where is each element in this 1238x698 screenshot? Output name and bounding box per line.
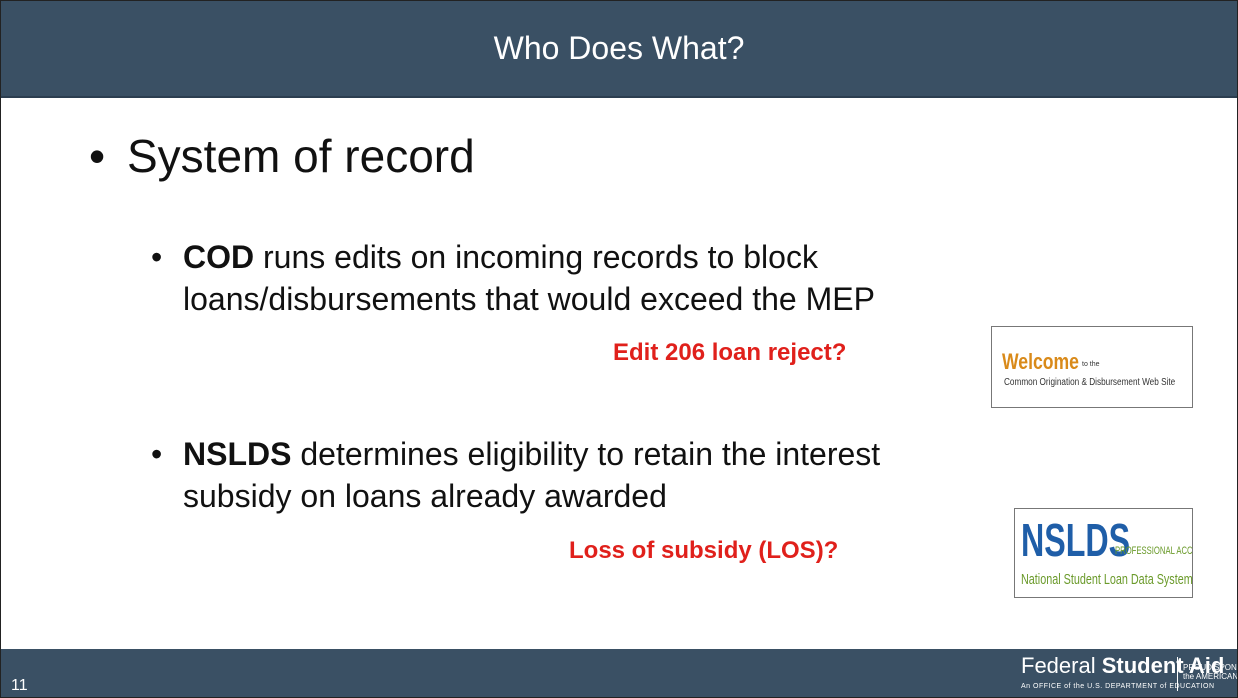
bullet: • System of record — [89, 130, 475, 182]
slide-title: Who Does What? — [493, 30, 745, 66]
page-number: 11 — [11, 677, 28, 694]
note: Loss of subsidy (LOS)? — [569, 537, 839, 564]
logo-subtitle: Common Origination & Disbursement Web Si… — [1004, 377, 1176, 388]
bullet-text: System of record — [127, 130, 475, 182]
sub-bullet-text: determines eligibility to retain the int… — [183, 436, 881, 514]
note: Edit 206 loan reject? — [613, 339, 847, 366]
sponsor-line: PROUD SPONSOR of — [1183, 663, 1237, 672]
cod-logo: Welcome to the Common Origination & Disb… — [991, 326, 1193, 408]
logo-title: NSLDS — [1021, 514, 1131, 566]
brand: Federal Student Aid — [1021, 653, 1224, 679]
sub-bullet-bold: COD — [183, 239, 255, 275]
logo-small: PROFESSIONAL ACCESS — [1115, 545, 1193, 557]
sub-bullet-text: runs edits on incoming records to block … — [183, 239, 875, 317]
brand-bold: Student Aid — [1101, 653, 1225, 678]
header-bar — [1, 1, 1237, 98]
logo-small: to the — [1082, 361, 1100, 368]
logo-subtitle: National Student Loan Data System — [1021, 571, 1193, 588]
nslds-logo: NSLDS PROFESSIONAL ACCESS National Stude… — [1014, 508, 1193, 598]
logo-title: Welcome — [1002, 349, 1079, 374]
sub-bullet-bold: NSLDS — [183, 436, 292, 472]
sponsor-line: the AMERICAN MIND® — [1183, 672, 1238, 681]
brand-regular: Federal — [1021, 653, 1096, 678]
brand-tagline: An OFFICE of the U.S. DEPARTMENT of EDUC… — [1021, 683, 1215, 690]
footer-bar: Federal Student Aid An OFFICE of the U.S… — [1, 649, 1238, 697]
divider — [1177, 657, 1178, 691]
